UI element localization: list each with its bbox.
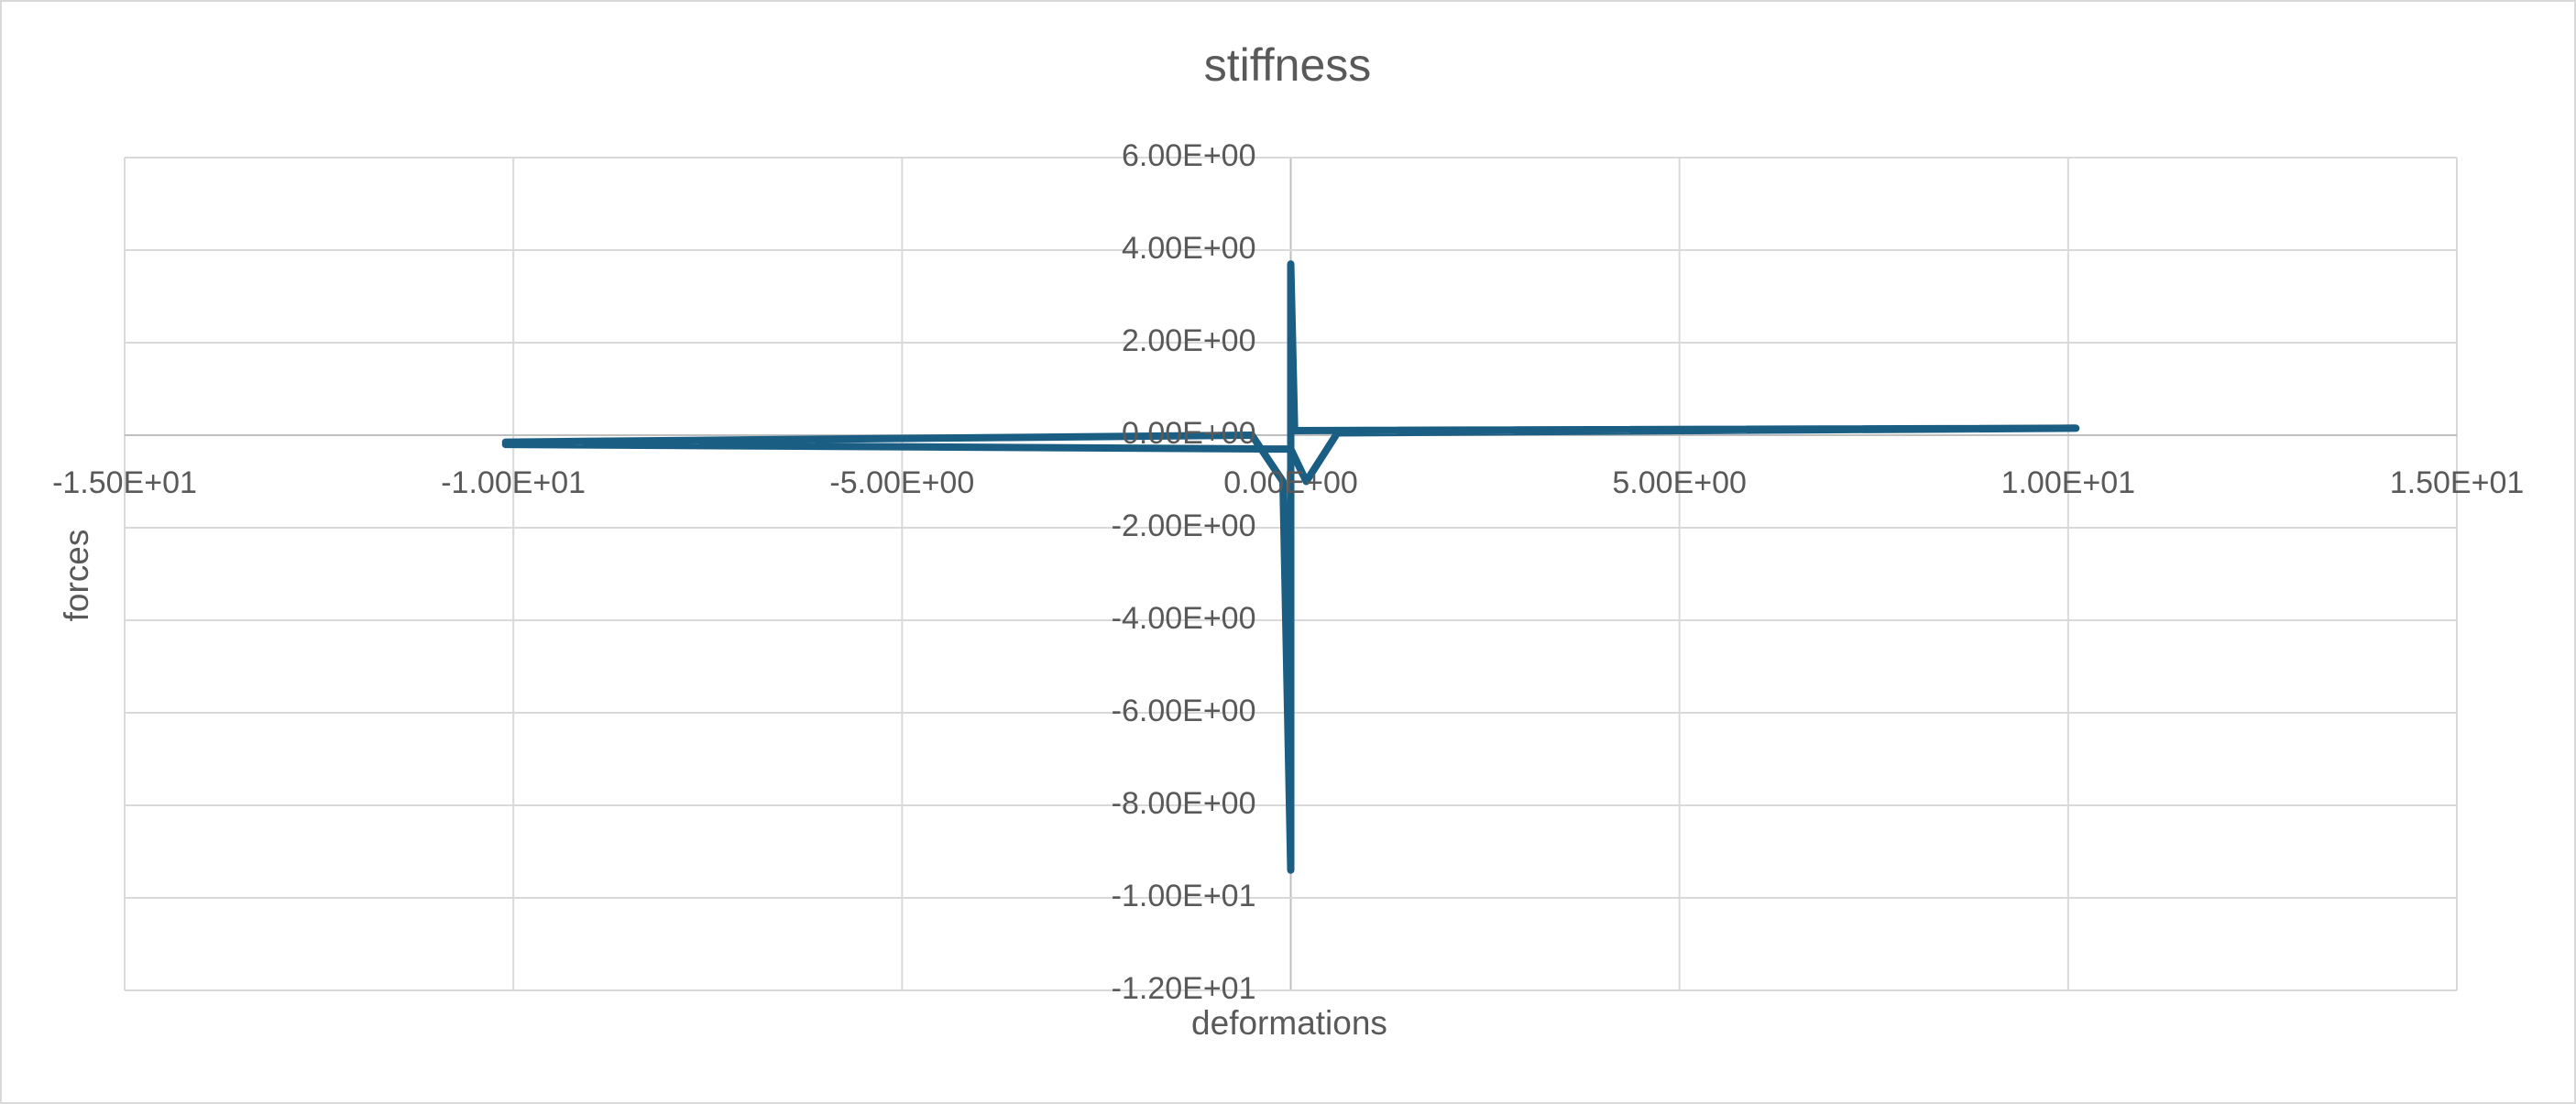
y-tick-label: -1.20E+01 [1112, 971, 1256, 1006]
chart-title: stiffness [1204, 39, 1372, 91]
x-tick-label: 5.00E+00 [1612, 465, 1747, 500]
y-tick-label: 6.00E+00 [1122, 138, 1256, 173]
tick-labels: -1.50E+01 -1.00E+01 -5.00E+00 0.00E+00 5.00E… [52, 138, 2524, 1006]
x-tick-label: 1.50E+01 [2390, 465, 2525, 500]
y-axis-title: forces [58, 530, 95, 622]
y-tick-label: -2.00E+00 [1112, 508, 1256, 543]
x-axis-title: deformations [1191, 1004, 1387, 1042]
y-tick-label: 0.00E+00 [1122, 416, 1256, 451]
x-tick-label: -1.00E+01 [441, 465, 586, 500]
x-tick-label: -5.00E+00 [829, 465, 974, 500]
plot [501, 260, 2080, 874]
y-tick-label: -4.00E+00 [1112, 601, 1256, 636]
x-tick-label: 1.00E+01 [2001, 465, 2136, 500]
data-line [501, 260, 2080, 874]
y-tick-label: -1.00E+01 [1112, 879, 1256, 913]
y-tick-label: 4.00E+00 [1122, 231, 1256, 266]
x-tick-label: 0.00E+00 [1223, 465, 1358, 500]
y-tick-label: -6.00E+00 [1112, 694, 1256, 728]
y-tick-label: -8.00E+00 [1112, 786, 1256, 821]
x-tick-label: -1.50E+01 [52, 465, 197, 500]
y-tick-label: 2.00E+00 [1122, 323, 1256, 358]
